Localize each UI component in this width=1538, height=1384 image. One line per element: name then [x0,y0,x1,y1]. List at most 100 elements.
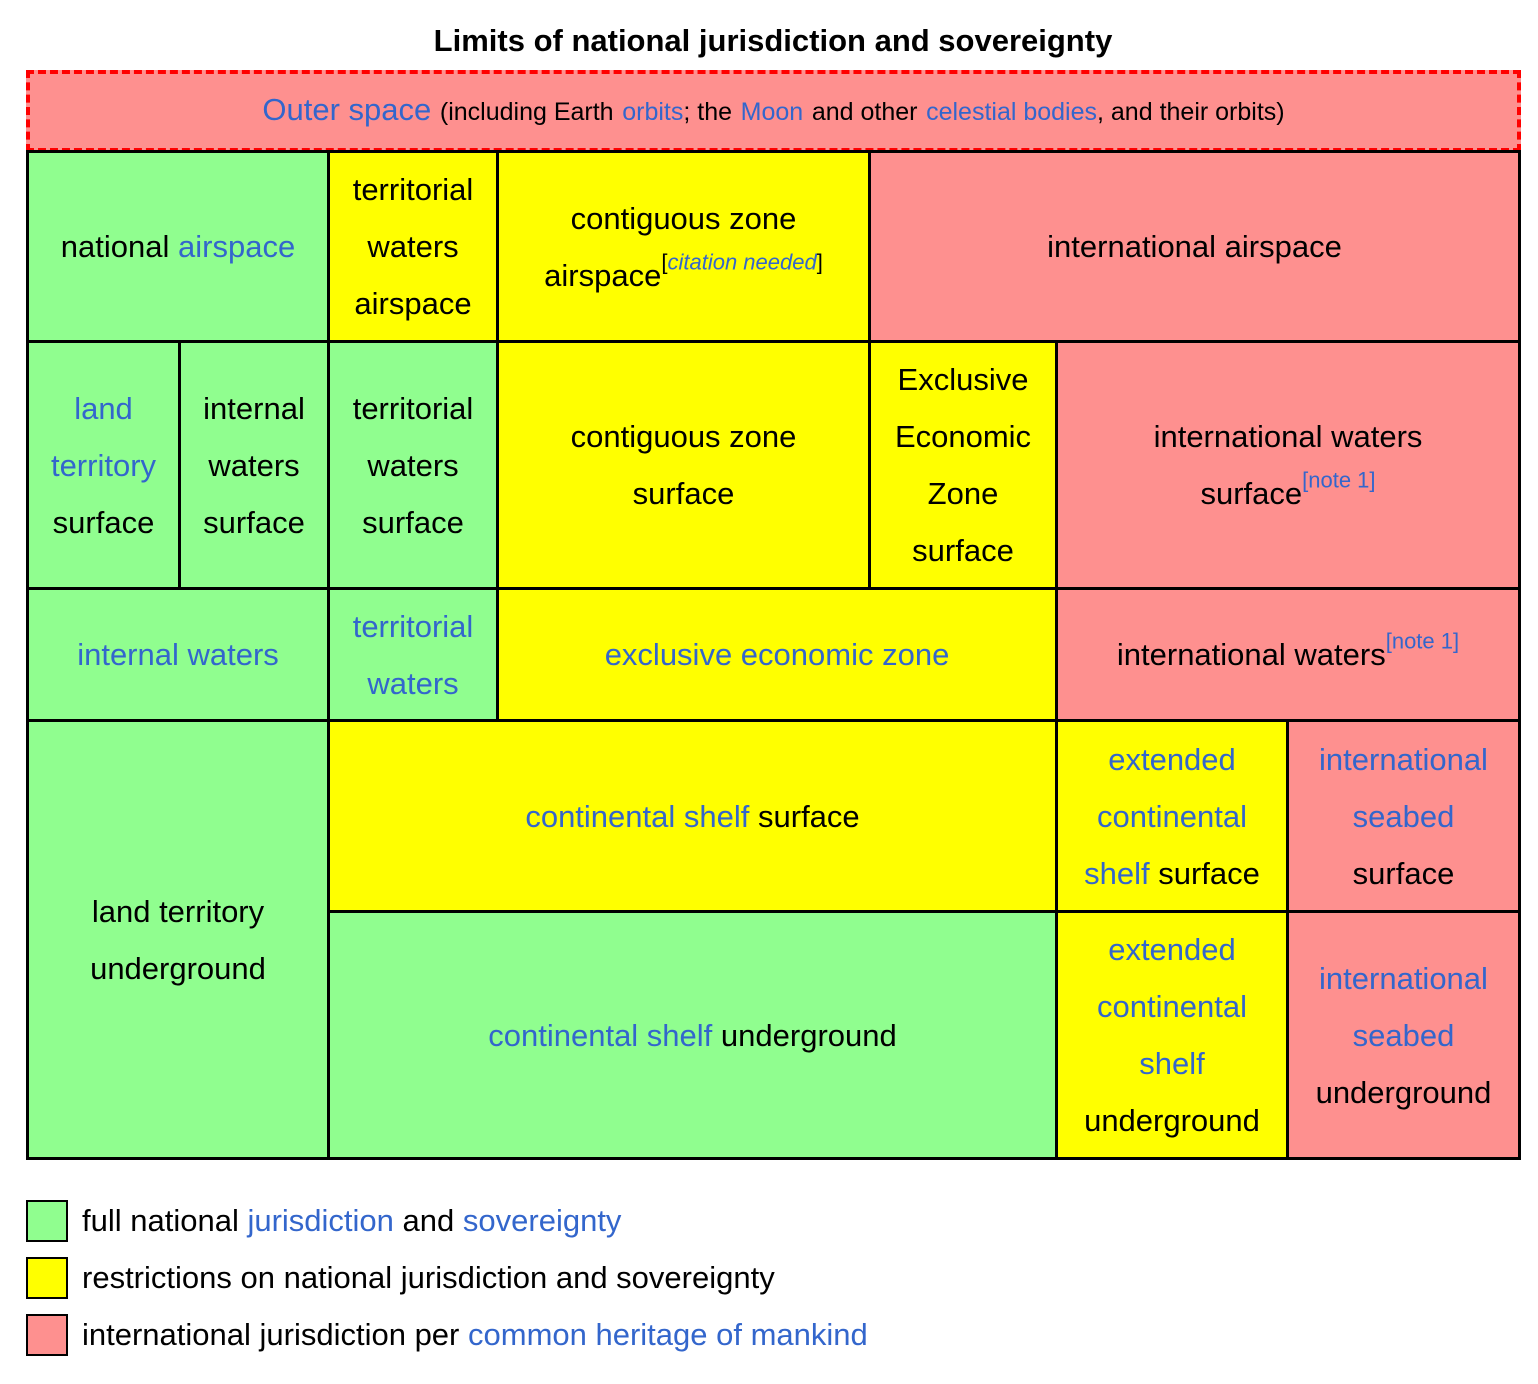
land-territory-surface-cell: land territory surface [26,340,181,590]
contiguous-zone-airspace-cell: contiguous zone airspace[citation needed… [496,150,871,343]
legend-full-text-1: full national [82,1203,239,1238]
jurisdiction-link[interactable]: jurisdiction [247,1203,394,1238]
continental-shelf-underground-cell: continental shelf underground [327,910,1058,1160]
outer-space-band: Outer space (including Earth orbits; the… [26,70,1521,152]
ecs-surf-link-3[interactable]: shelf [1084,855,1150,891]
legend-item-full: full national jurisdiction and sovereign… [26,1198,621,1244]
legend-full-text-2: and [402,1203,455,1238]
ecs-ug-link-3[interactable]: shelf [1139,1046,1205,1081]
legend-swatch-yellow [26,1257,68,1299]
continental-shelf-link-underground[interactable]: continental shelf [488,1017,713,1053]
national-text: national [60,229,170,264]
territorial-waters-link-line-1[interactable]: territorial [352,608,474,644]
intl-waters-surf-line-2: surface [1200,476,1303,511]
territorial-waters-airspace-cell: territorial waters airspace [327,150,499,343]
page-title: Limits of national jurisdiction and sove… [433,23,1113,58]
tw-surf-line-2: waters [367,447,459,483]
outer-space-text-2: ; the [683,98,733,126]
territorial-waters-surface-cell: territorial waters surface [327,340,499,590]
eez-surf-line-3: Zone [927,476,999,511]
national-airspace-cell: national airspace [26,150,330,343]
airspace-link[interactable]: airspace [178,229,296,264]
territory-link[interactable]: territory [50,447,157,483]
note-1-link[interactable]: [note 1] [1302,467,1376,493]
cs-underground-text: underground [720,1017,897,1053]
extended-shelf-underground-cell: extended continental shelf underground [1055,910,1289,1160]
is-surf-link-1[interactable]: international [1319,741,1488,777]
ecs-ug-link-1[interactable]: extended [1108,932,1236,967]
ecs-surf-link-1[interactable]: extended [1108,741,1236,777]
legend-swatch-green [26,1200,68,1242]
outer-space-text-4: , and their orbits) [1097,98,1285,126]
ltu-line-1: land territory [91,893,265,929]
citation-needed-link[interactable]: citation needed [667,249,817,274]
legend-item-international: international jurisdiction per common he… [26,1312,868,1358]
iw-surf-line-2: waters [208,447,300,483]
tw-air-line-3: airspace [354,286,472,321]
international-seabed-underground-cell: international seabed underground [1286,910,1521,1160]
cz-air-line-2: airspace [544,257,662,293]
is-surface-text: surface [1352,855,1455,891]
tw-air-line-2: waters [367,229,459,264]
internal-waters-link[interactable]: internal waters [77,637,279,672]
eez-surf-line-1: Exclusive [897,362,1029,397]
celestial-bodies-link[interactable]: celestial bodies [926,98,1098,126]
outer-space-text-3: and other [811,98,918,126]
ltu-line-2: underground [90,950,266,986]
exclusive-economic-zone-link[interactable]: exclusive economic zone [604,637,950,672]
international-airspace-text: international airspace [1047,229,1342,264]
moon-link[interactable]: Moon [740,98,804,126]
tw-surf-line-3: surface [362,504,464,540]
territorial-waters-link-line-2[interactable]: waters [367,665,459,701]
legend-swatch-red [26,1314,68,1356]
international-airspace-cell: international airspace [868,150,1521,343]
cz-air-line-1: contiguous zone [570,200,797,236]
international-waters-cell: international waters[note 1] [1055,587,1521,722]
land-link[interactable]: land [74,390,133,426]
eez-surface-cell: Exclusive Economic Zone surface [868,340,1058,590]
land-territory-underground-cell: land territory underground [26,719,330,1160]
internal-waters-cell: internal waters [26,587,330,722]
cz-surf-line-2: surface [632,476,735,511]
tw-surf-line-1: territorial [352,390,474,426]
extended-shelf-surface-cell: extended continental shelf surface [1055,719,1289,913]
exclusive-economic-zone-cell: exclusive economic zone [496,587,1058,722]
iw-surf-line-3: surface [203,504,305,540]
ecs-underground-text: underground [1084,1103,1260,1138]
eez-surf-line-2: Economic [894,419,1032,454]
outer-space-link[interactable]: Outer space [262,92,432,127]
legend-intl-text: international jurisdiction per [82,1317,460,1352]
orbits-link[interactable]: orbits [622,98,684,126]
tw-air-line-1: territorial [352,172,474,207]
legend-item-restricted: restrictions on national jurisdiction an… [26,1255,775,1301]
is-ug-link-2[interactable]: seabed [1352,1017,1455,1053]
contiguous-zone-surface-cell: contiguous zone surface [496,340,871,590]
iw-surf-line-1: internal [203,390,305,426]
ecs-surf-link-2[interactable]: continental [1097,798,1247,834]
cz-surf-line-1: contiguous zone [570,419,797,454]
international-seabed-surface-cell: international seabed surface [1286,719,1521,913]
ecs-ug-link-2[interactable]: continental [1097,989,1247,1024]
outer-space-text-1: (including Earth [439,98,614,126]
citation-needed-superscript: [citation needed] [661,249,822,274]
note-1-link-water[interactable]: [note 1] [1385,628,1460,654]
territorial-waters-cell: territorial waters [327,587,499,722]
ecs-surface-text: surface [1158,855,1260,891]
common-heritage-link[interactable]: common heritage of mankind [468,1317,868,1352]
intl-waters-surf-line-1: international waters [1153,419,1423,454]
is-underground-text: underground [1315,1074,1492,1110]
citation-close-bracket: ] [816,249,823,274]
international-waters-text: international waters [1116,637,1386,672]
continental-shelf-link[interactable]: continental shelf [525,798,750,834]
cs-surface-text: surface [758,798,860,834]
sovereignty-link[interactable]: sovereignty [462,1203,622,1238]
is-surf-link-2[interactable]: seabed [1352,798,1455,834]
internal-waters-surface-cell: internal waters surface [178,340,330,590]
land-surface-text: surface [52,504,155,540]
legend-restricted-text: restrictions on national jurisdiction an… [82,1260,775,1295]
international-waters-surface-cell: international waters surface[note 1] [1055,340,1521,590]
eez-surf-line-4: surface [912,533,1014,568]
continental-shelf-surface-cell: continental shelf surface [327,719,1058,913]
is-ug-link-1[interactable]: international [1319,960,1488,996]
citation-open-bracket: [ [661,249,668,274]
